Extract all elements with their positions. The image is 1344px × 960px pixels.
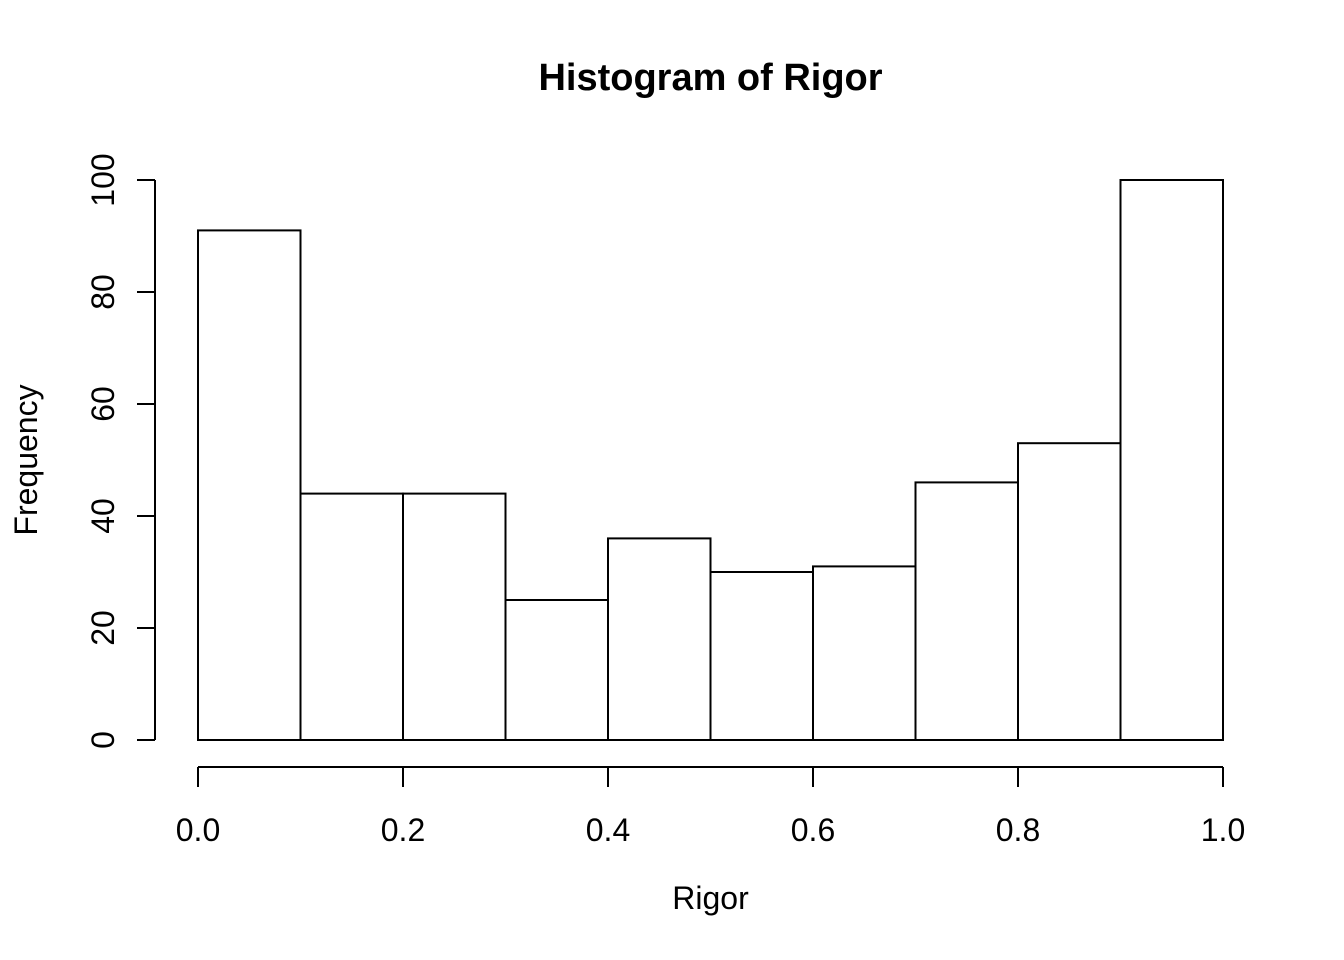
x-tick-label: 0.8: [995, 812, 1041, 848]
x-tick-label: 0.6: [790, 812, 836, 848]
y-axis-label: Frequency: [8, 384, 44, 536]
y-tick-label: 20: [85, 610, 121, 646]
chart-title: Histogram of Rigor: [538, 57, 883, 99]
histogram-bar: [299, 492, 404, 741]
y-tick-label: 80: [85, 274, 121, 310]
y-tick-label: 40: [85, 498, 121, 534]
y-tick-label: 0: [85, 731, 121, 749]
histogram-bar: [504, 599, 609, 741]
x-tick-label: 1.0: [1200, 812, 1246, 848]
histogram-bar: [709, 571, 814, 741]
y-tick-label: 100: [85, 153, 121, 207]
x-axis-label: Rigor: [672, 880, 749, 916]
histogram-bar: [197, 229, 302, 741]
histogram-bar: [914, 481, 1019, 741]
x-tick-label: 0.0: [175, 812, 221, 848]
histogram-bar: [1017, 442, 1122, 741]
histogram-bar: [607, 537, 712, 742]
y-tick-label: 60: [85, 386, 121, 422]
histogram-bar: [812, 565, 917, 742]
histogram-bar: [402, 492, 507, 741]
histogram-bar: [1119, 179, 1224, 741]
x-tick-label: 0.4: [585, 812, 631, 848]
x-tick-label: 0.2: [380, 812, 426, 848]
